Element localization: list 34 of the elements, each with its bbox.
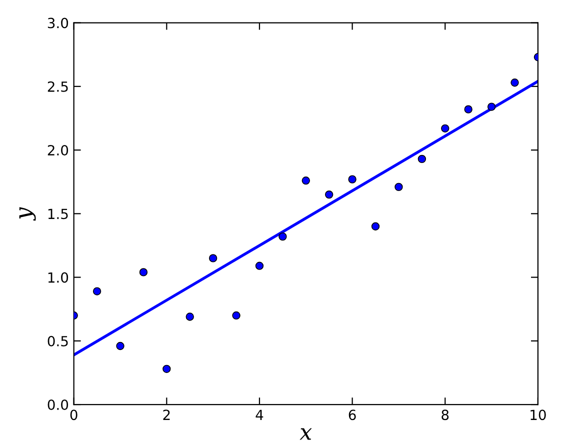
point	[208, 254, 218, 262]
point	[162, 364, 171, 373]
x-tick-label: 2	[163, 410, 170, 420]
point	[302, 176, 310, 185]
x-axis-title: x	[300, 428, 312, 440]
point	[278, 232, 287, 241]
x-tick-label: 8	[442, 410, 449, 420]
point	[371, 222, 380, 230]
y-tick-label: 1.0	[48, 272, 68, 283]
point	[487, 102, 496, 111]
y-tick-label: 2.5	[48, 81, 68, 92]
x-tick-label: 10	[530, 410, 546, 420]
y-tick-label: 0.0	[48, 400, 68, 410]
point	[441, 124, 450, 133]
point	[394, 182, 403, 192]
point	[348, 175, 356, 184]
y-tick-label: 0.5	[48, 336, 68, 346]
point	[186, 312, 194, 321]
point	[139, 268, 148, 276]
y-axis-title: y	[19, 207, 36, 221]
point	[464, 105, 472, 114]
point	[325, 190, 334, 199]
point	[510, 78, 519, 87]
y-tick-label: 3.0	[48, 18, 68, 28]
point	[116, 342, 124, 350]
x-tick-label: 0	[70, 410, 78, 420]
x-tick-label: 4	[256, 410, 264, 420]
point	[418, 154, 426, 164]
point	[255, 262, 264, 270]
y-tick-label: 2.0	[48, 145, 68, 156]
point	[232, 311, 240, 320]
y-tick-label: 1.5	[48, 208, 68, 220]
point	[92, 287, 102, 296]
x-tick-label: 6	[348, 410, 356, 420]
